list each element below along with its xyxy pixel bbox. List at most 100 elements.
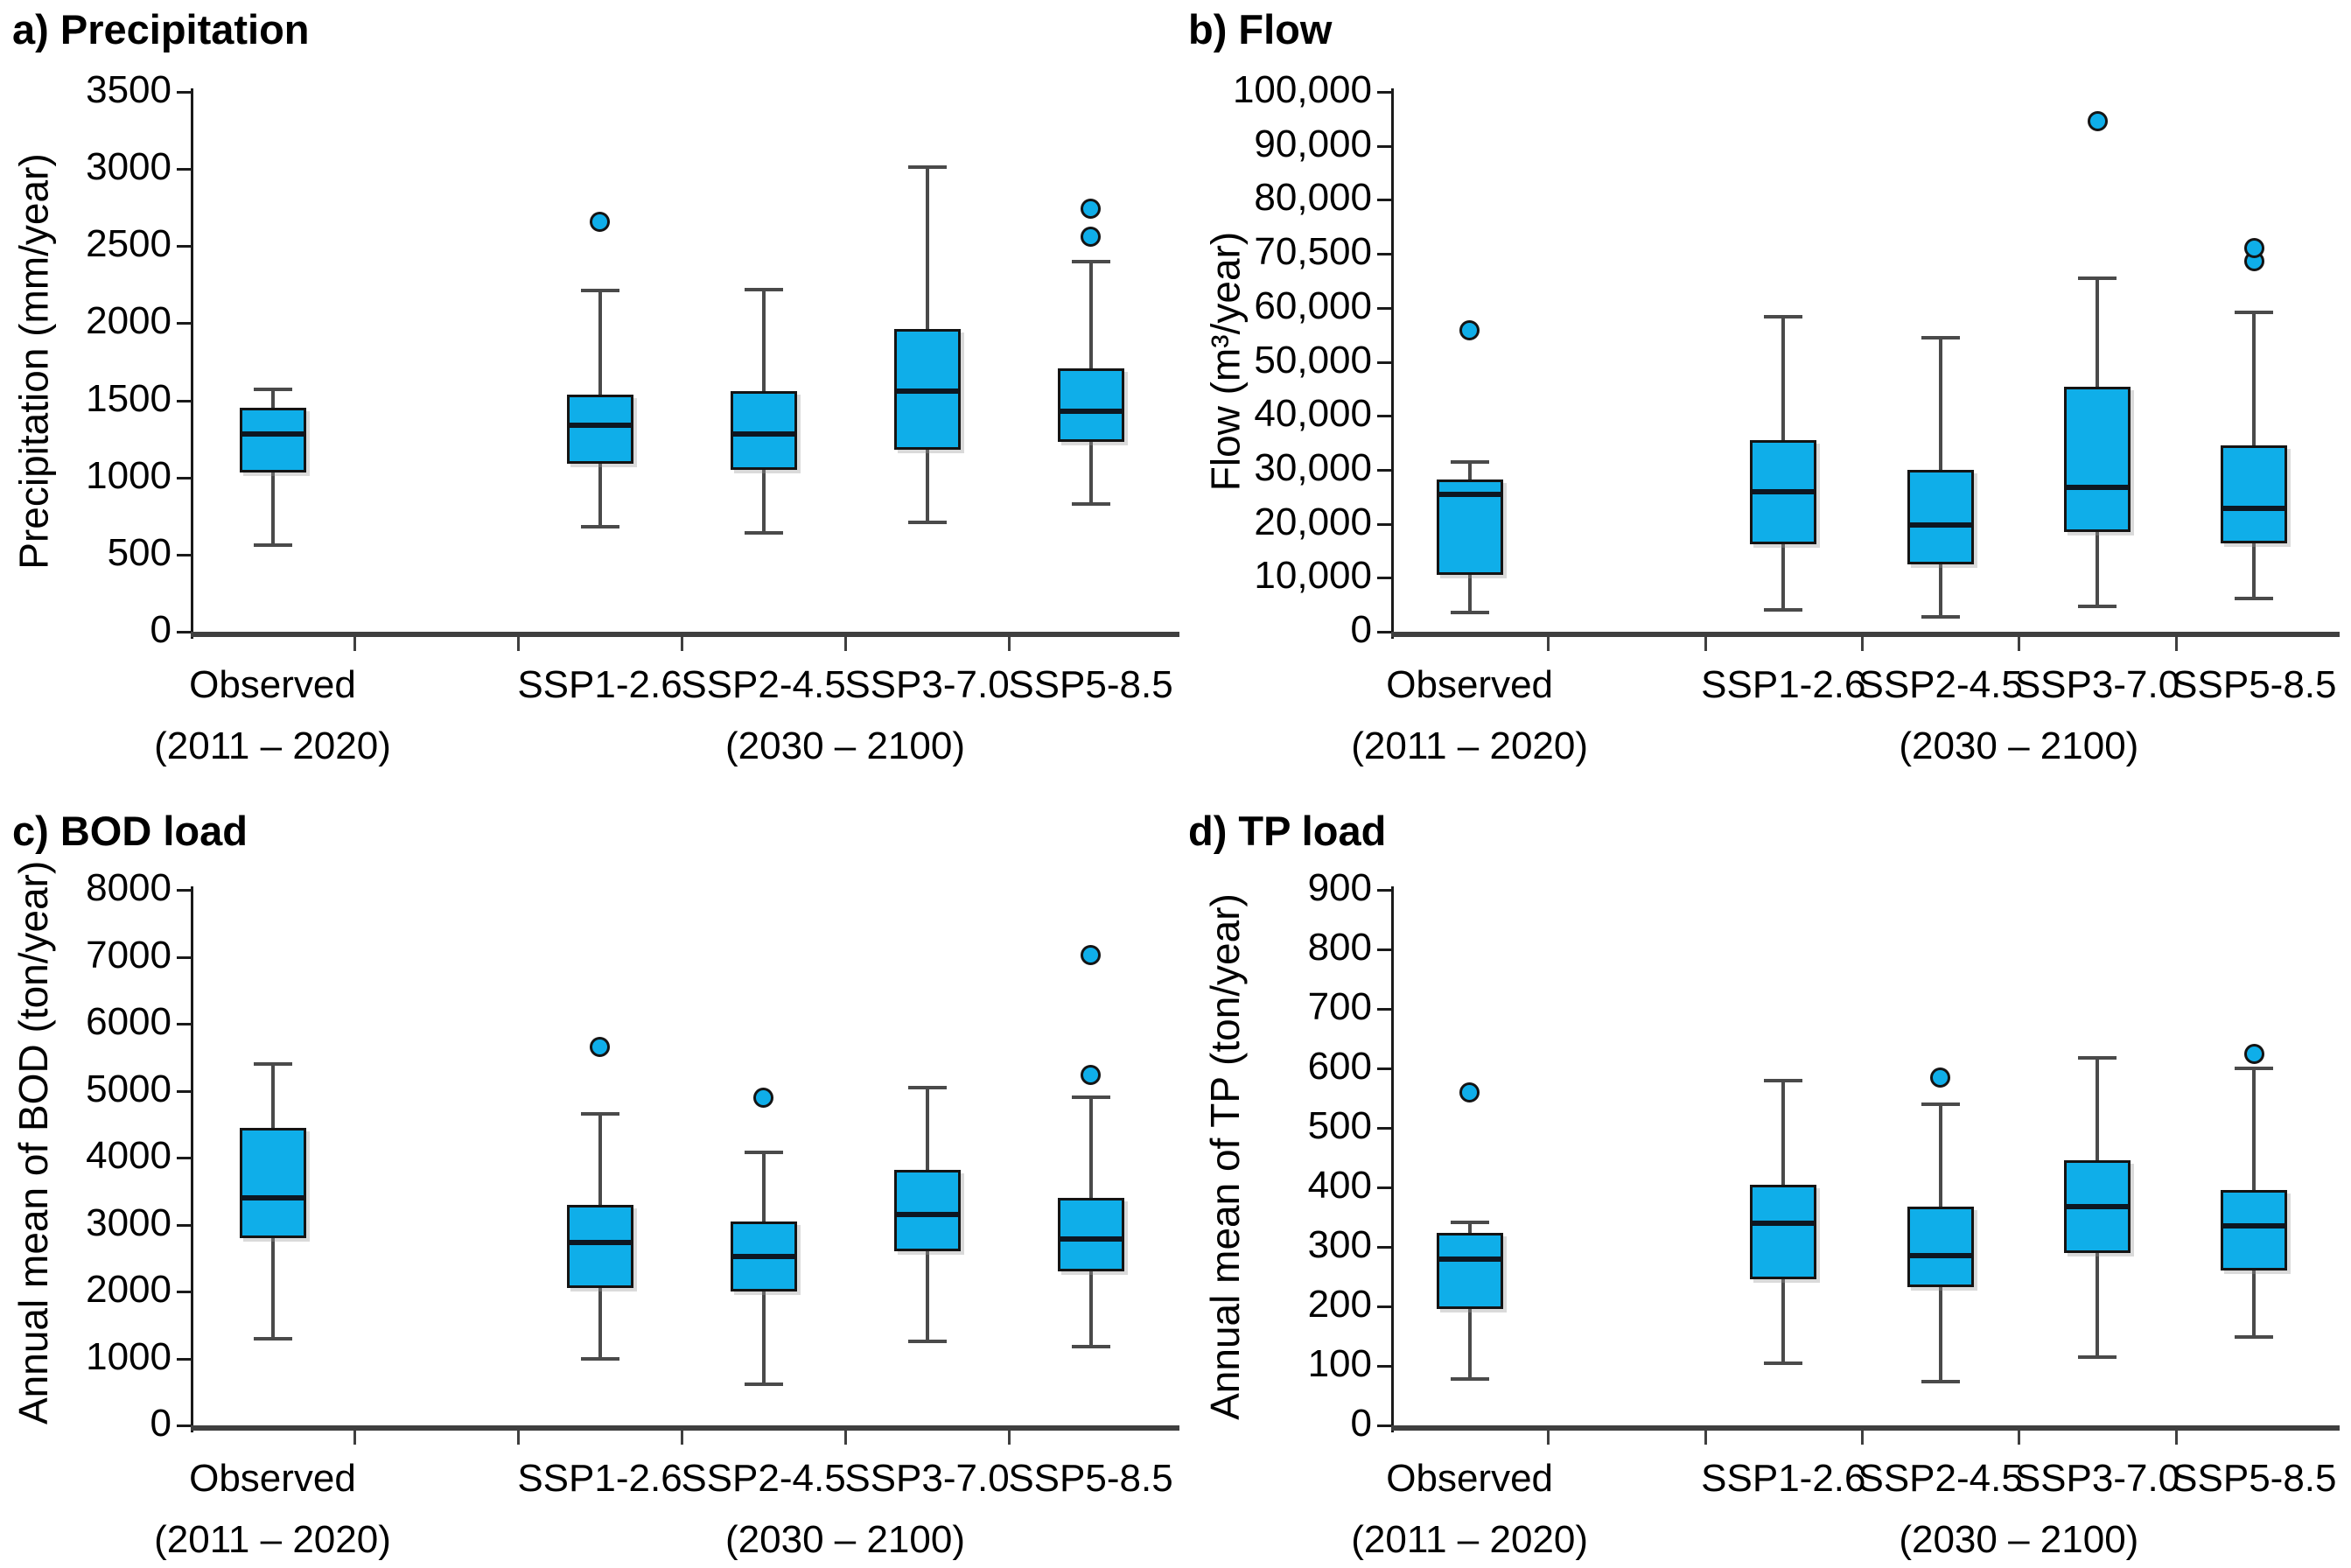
y-axis-tick bbox=[1377, 306, 1391, 310]
x-axis-line bbox=[1391, 632, 2340, 637]
median-line bbox=[569, 1240, 631, 1246]
y-axis-tick bbox=[1377, 577, 1391, 580]
period-label-observed: (2011 – 2020) bbox=[154, 724, 391, 767]
upper-whisker-line bbox=[925, 167, 929, 330]
period-label-scenarios: (2030 – 2100) bbox=[1899, 724, 2139, 767]
y-tick-label: 6000 bbox=[86, 1000, 171, 1043]
x-category-label: Observed bbox=[1386, 1457, 1554, 1500]
y-axis-tick bbox=[177, 1023, 191, 1026]
y-axis-tick bbox=[1377, 1008, 1391, 1011]
x-axis-tick bbox=[844, 1431, 847, 1445]
upper-whisker-cap bbox=[1071, 259, 1110, 263]
lower-whisker-cap bbox=[744, 1382, 783, 1386]
median-line bbox=[2223, 1223, 2285, 1229]
lower-whisker-line bbox=[270, 472, 275, 546]
lower-whisker-line bbox=[925, 1251, 929, 1342]
median-line bbox=[732, 1254, 794, 1260]
lower-whisker-cap bbox=[1071, 1344, 1110, 1348]
y-axis-tick bbox=[1377, 1365, 1391, 1368]
y-axis-tick bbox=[1377, 1246, 1391, 1249]
y-axis-tick bbox=[1377, 631, 1391, 634]
outlier-point bbox=[1081, 945, 1101, 966]
x-category-label: SSP2-4.5 bbox=[1858, 1457, 2023, 1500]
upper-whisker-line bbox=[1088, 1097, 1093, 1198]
upper-whisker-line bbox=[598, 290, 602, 395]
x-axis-tick bbox=[844, 637, 847, 651]
upper-whisker-cap bbox=[744, 1150, 783, 1154]
y-tick-label: 70,500 bbox=[1254, 230, 1372, 274]
median-line bbox=[1438, 491, 1501, 497]
upper-whisker-line bbox=[925, 1087, 929, 1170]
upper-whisker-cap bbox=[253, 1061, 292, 1066]
lower-whisker-cap bbox=[907, 520, 947, 524]
x-axis-tick bbox=[681, 1431, 683, 1445]
panel-c-bod-load: c) BOD load Annual mean of BOD (ton/year… bbox=[0, 784, 1179, 1568]
upper-whisker-line bbox=[2096, 1057, 2099, 1161]
lower-whisker-line bbox=[1467, 1309, 1472, 1379]
lower-whisker-cap bbox=[580, 525, 619, 529]
lower-whisker-cap bbox=[1921, 1380, 1960, 1384]
y-axis-tick bbox=[1377, 1306, 1391, 1308]
upper-whisker-cap bbox=[2235, 310, 2274, 314]
upper-whisker-cap bbox=[1921, 1102, 1960, 1106]
y-tick-label: 20,000 bbox=[1254, 500, 1372, 543]
lower-whisker-cap bbox=[744, 531, 783, 536]
upper-whisker-cap bbox=[1764, 315, 1803, 319]
upper-whisker-line bbox=[1088, 261, 1093, 368]
y-tick-label: 400 bbox=[1307, 1164, 1372, 1207]
outlier-point bbox=[1081, 227, 1101, 248]
x-category-label: SSP3-7.0 bbox=[844, 663, 1010, 706]
y-tick-label: 500 bbox=[107, 530, 171, 574]
x-category-label: SSP5-8.5 bbox=[1008, 663, 1173, 706]
lower-whisker-cap bbox=[2078, 1354, 2117, 1359]
period-label-scenarios: (2030 – 2100) bbox=[725, 724, 965, 767]
lower-whisker-cap bbox=[1764, 1361, 1803, 1365]
median-line bbox=[1753, 488, 1815, 494]
x-axis-tick bbox=[353, 1431, 356, 1445]
lower-whisker-cap bbox=[1921, 614, 1960, 619]
x-category-label: SSP1-2.6 bbox=[1701, 663, 1866, 706]
outlier-point bbox=[590, 211, 610, 232]
panel-c-plot-area: 0 1000 2000 3000 4000 5000 6000 7000 8000 Observe… bbox=[0, 784, 1179, 1568]
median-line bbox=[1909, 1252, 1971, 1258]
x-axis-tick bbox=[1547, 637, 1550, 651]
lower-whisker-line bbox=[1781, 544, 1786, 611]
x-axis-tick bbox=[681, 637, 683, 651]
upper-whisker-cap bbox=[744, 287, 783, 291]
y-tick-label: 900 bbox=[1307, 866, 1372, 909]
x-category-label: Observed bbox=[189, 1457, 356, 1500]
x-axis-tick bbox=[2018, 1431, 2021, 1445]
median-line bbox=[241, 1194, 304, 1200]
lower-whisker-cap bbox=[253, 543, 292, 548]
median-line bbox=[896, 388, 958, 394]
upper-whisker-line bbox=[270, 1063, 275, 1128]
y-axis-line bbox=[191, 886, 193, 1432]
y-axis-tick bbox=[1377, 1186, 1391, 1189]
y-tick-label: 2000 bbox=[86, 1268, 171, 1311]
upper-whisker-line bbox=[1467, 461, 1472, 480]
y-tick-label: 0 bbox=[150, 608, 171, 651]
y-axis-line bbox=[1391, 88, 1394, 639]
y-axis-tick bbox=[177, 91, 191, 94]
lower-whisker-line bbox=[925, 449, 929, 522]
y-tick-label: 2500 bbox=[86, 222, 171, 266]
outlier-point bbox=[1930, 1067, 1951, 1088]
x-category-label: Observed bbox=[1386, 663, 1554, 706]
panel-a-title: a) Precipitation bbox=[12, 6, 310, 52]
lower-whisker-line bbox=[1088, 442, 1093, 504]
y-axis-tick bbox=[177, 1089, 191, 1093]
x-axis-tick bbox=[353, 637, 356, 651]
outlier-point bbox=[2243, 1043, 2264, 1064]
lower-whisker-cap bbox=[1450, 1376, 1489, 1381]
upper-whisker-line bbox=[2096, 277, 2099, 388]
upper-whisker-line bbox=[761, 289, 766, 391]
x-category-label: SSP5-8.5 bbox=[2172, 1457, 2337, 1500]
y-tick-label: 3500 bbox=[86, 68, 171, 111]
y-tick-label: 3000 bbox=[86, 145, 171, 189]
y-tick-label: 1500 bbox=[86, 376, 171, 420]
lower-whisker-line bbox=[1938, 564, 1942, 617]
y-tick-label: 10,000 bbox=[1254, 554, 1372, 598]
y-axis-tick bbox=[177, 889, 191, 892]
y-tick-label: 80,000 bbox=[1254, 176, 1372, 220]
panel-d-plot-area: 0 100 200 300 400 500 600 700 800 900 Observed SSP1… bbox=[1176, 784, 2351, 1568]
